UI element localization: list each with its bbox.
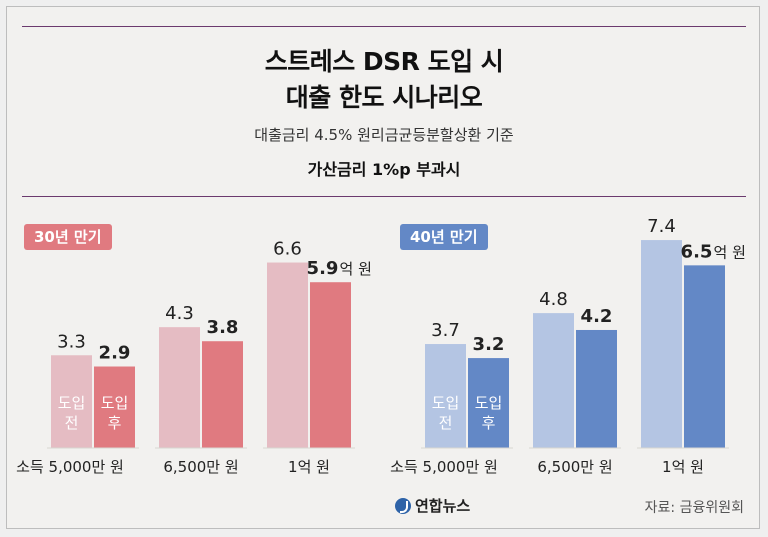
subtitle: 대출금리 4.5% 원리금균등분할상환 기준: [254, 126, 514, 144]
category-label-1-0: 소득 5,000만 원: [390, 458, 498, 476]
yonhap-logo-icon: [395, 497, 411, 514]
title-line-2: 대출 한도 시나리오: [285, 83, 483, 112]
category-label-0-2: 1억 원: [288, 458, 330, 476]
value-label-0-1-0: 4.3: [165, 303, 194, 324]
logo-text: 연합뉴스: [415, 497, 471, 515]
bar-0-0-0: [51, 355, 92, 448]
bar-inner-label-0-0-1: 전: [65, 414, 79, 432]
category-label-0-1: 6,500만 원: [163, 458, 238, 476]
bar-0-1-1: [202, 341, 243, 448]
bar-1-1-0: [533, 313, 574, 448]
title-line-1: 스트레스 DSR 도입 시: [264, 47, 504, 76]
bar-0-2-1: [310, 282, 351, 448]
value-label-0-2-0: 6.6: [273, 239, 302, 260]
bar-inner-label-0-1-1: 후: [108, 414, 122, 432]
unit-label-1: 억 원: [714, 243, 746, 261]
category-label-0-0: 소득 5,000만 원: [16, 458, 124, 476]
value-label-1-2-0: 7.4: [647, 216, 676, 237]
bar-0-2-0: [267, 262, 308, 448]
top-rule: [22, 26, 746, 27]
value-label-0-0-0: 3.3: [57, 331, 86, 352]
bar-1-0-1: [468, 358, 509, 448]
badge-40-year: 40년 만기: [400, 224, 488, 250]
value-label-1-2-1: 6.5: [681, 241, 713, 262]
bar-0-1-0: [159, 327, 200, 448]
value-label-0-1-1: 3.8: [207, 317, 239, 338]
subtitle-surcharge: 가산금리 1%p 부과시: [307, 160, 461, 179]
value-label-1-0-1: 3.2: [473, 334, 505, 355]
bar-inner-label-1-1-1: 후: [482, 414, 496, 432]
value-label-1-1-0: 4.8: [539, 289, 568, 310]
category-label-1-1: 6,500만 원: [537, 458, 612, 476]
value-label-0-2-1: 5.9: [307, 258, 339, 279]
bar-1-0-0: [425, 344, 466, 448]
category-label-1-2: 1억 원: [662, 458, 704, 476]
value-label-1-0-0: 3.7: [431, 320, 460, 341]
bar-1-1-1: [576, 329, 617, 448]
bar-1-2-0: [641, 240, 682, 448]
bar-inner-label-0-1-0: 도입: [101, 394, 129, 412]
bar-inner-label-1-1-0: 도입: [475, 394, 503, 412]
bar-0-0-1: [94, 366, 135, 448]
unit-label-0: 억 원: [340, 260, 372, 278]
value-label-0-0-1: 2.9: [99, 343, 131, 364]
bar-1-2-1: [684, 265, 725, 448]
bar-inner-label-1-0-0: 도입: [432, 394, 460, 412]
value-label-1-1-1: 4.2: [581, 306, 613, 327]
middle-rule: [22, 196, 746, 197]
source-note: 자료: 금융위원회: [644, 500, 744, 516]
badge-30-year: 30년 만기: [24, 224, 112, 250]
bar-inner-label-0-0-0: 도입: [58, 394, 86, 412]
bar-inner-label-1-0-1: 전: [439, 414, 453, 432]
yonhap-logo: 연합뉴스: [395, 495, 470, 516]
